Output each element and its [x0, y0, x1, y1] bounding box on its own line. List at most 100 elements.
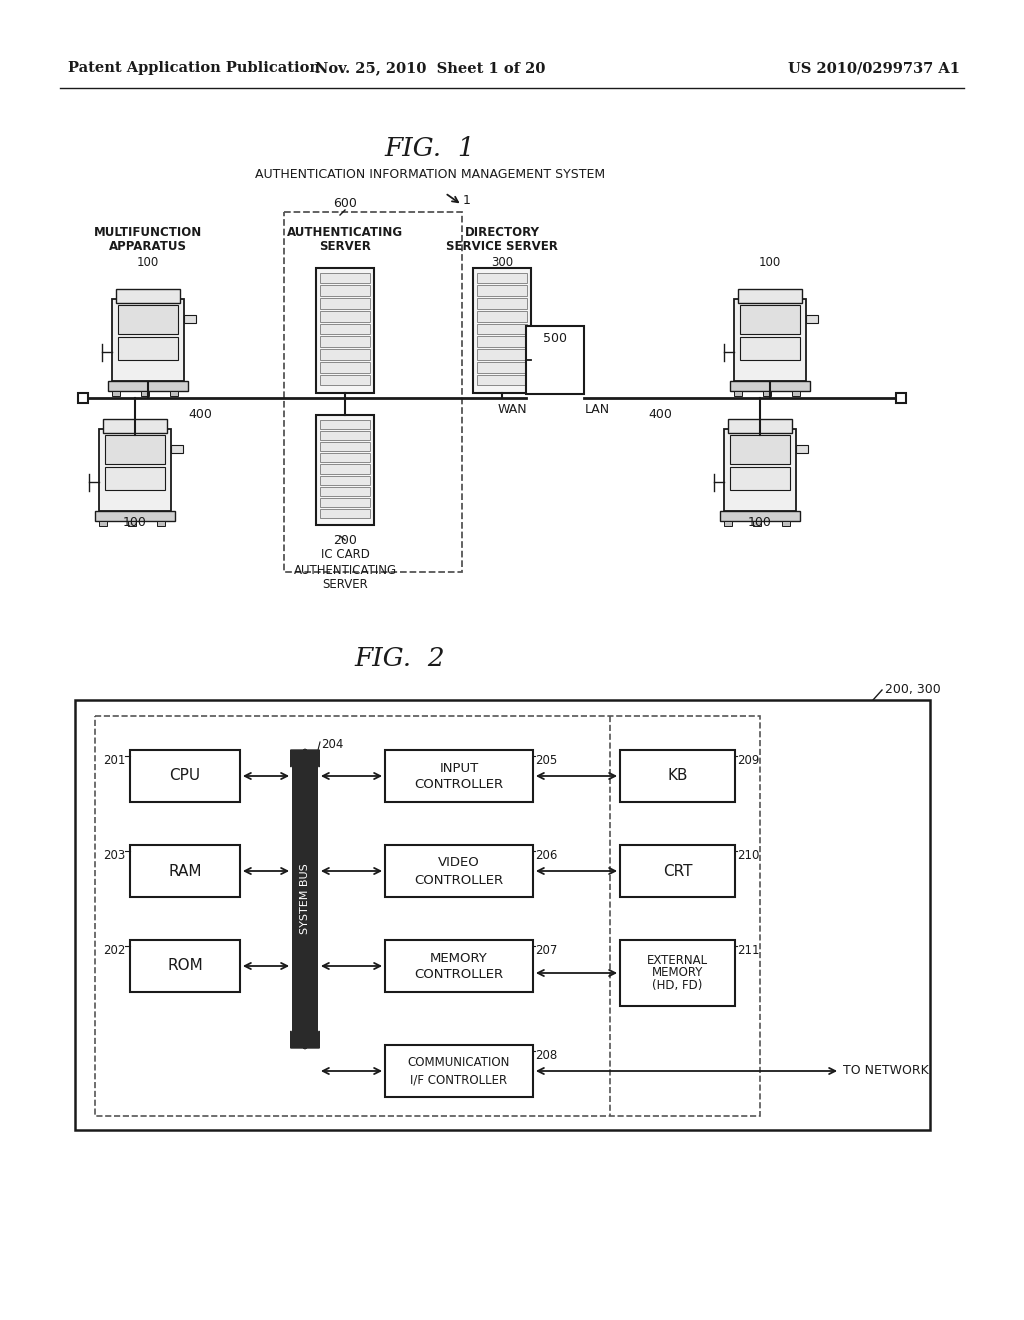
Text: SERVER: SERVER — [319, 240, 371, 253]
Bar — [319, 310, 370, 322]
Bar — [108, 381, 188, 391]
Bar — [728, 418, 792, 433]
Bar — [753, 521, 761, 525]
Bar — [526, 326, 584, 393]
Text: Patent Application Publication: Patent Application Publication — [68, 61, 319, 75]
Text: 209: 209 — [737, 754, 760, 767]
Text: VIDEO: VIDEO — [438, 857, 480, 870]
Bar — [796, 445, 808, 453]
Bar — [477, 310, 527, 322]
Bar — [319, 323, 370, 334]
Text: FIG.  2: FIG. 2 — [354, 645, 445, 671]
Bar — [806, 315, 818, 323]
Text: 100: 100 — [749, 516, 772, 528]
Bar — [319, 465, 370, 474]
Bar — [792, 391, 800, 396]
Bar — [730, 436, 790, 463]
Text: 200, 300: 200, 300 — [885, 684, 941, 697]
Bar — [78, 393, 88, 403]
Bar — [896, 393, 906, 403]
Bar — [620, 750, 735, 803]
Bar — [184, 315, 196, 323]
Bar — [319, 375, 370, 385]
Text: 211: 211 — [737, 944, 760, 957]
Text: KB: KB — [668, 768, 688, 784]
Text: 203: 203 — [102, 849, 125, 862]
Text: 600: 600 — [333, 197, 357, 210]
Bar — [734, 391, 742, 396]
Text: 100: 100 — [759, 256, 781, 268]
Bar — [477, 272, 527, 284]
Bar — [130, 845, 240, 898]
Bar — [477, 362, 527, 372]
Text: 207: 207 — [535, 944, 557, 957]
Bar — [385, 940, 534, 993]
Bar — [477, 298, 527, 309]
Text: FIG.  1: FIG. 1 — [385, 136, 475, 161]
Bar — [319, 475, 370, 484]
Text: 204: 204 — [321, 738, 343, 751]
Bar — [319, 420, 370, 429]
Bar — [473, 268, 531, 392]
Bar — [105, 467, 165, 490]
Bar — [720, 511, 800, 521]
Bar — [316, 268, 374, 392]
Bar — [385, 750, 534, 803]
Text: SYSTEM BUS: SYSTEM BUS — [300, 863, 310, 935]
Text: CONTROLLER: CONTROLLER — [415, 779, 504, 792]
Bar — [730, 381, 810, 391]
Bar — [740, 305, 800, 334]
Text: 100: 100 — [123, 516, 146, 528]
Text: 400: 400 — [188, 408, 212, 421]
Bar — [118, 305, 178, 334]
Text: 205: 205 — [535, 754, 557, 767]
Bar — [477, 285, 527, 296]
Bar — [385, 845, 534, 898]
Bar — [385, 1045, 534, 1097]
Text: 1: 1 — [463, 194, 471, 206]
FancyArrow shape — [291, 1031, 319, 1049]
Text: CRT: CRT — [663, 863, 692, 879]
Text: DIRECTORY: DIRECTORY — [465, 226, 540, 239]
Text: IC CARD: IC CARD — [321, 549, 370, 561]
Bar — [130, 940, 240, 993]
Bar — [170, 391, 177, 396]
Bar — [734, 300, 806, 381]
Bar — [319, 510, 370, 517]
Bar — [316, 414, 374, 525]
Bar — [477, 375, 527, 385]
Bar — [740, 337, 800, 359]
Text: WAN: WAN — [498, 403, 527, 416]
Bar — [130, 750, 240, 803]
Bar — [477, 323, 527, 334]
Bar — [319, 453, 370, 462]
Bar — [724, 521, 732, 525]
Bar — [112, 300, 184, 381]
Bar — [781, 521, 790, 525]
Bar — [99, 521, 106, 525]
Bar — [738, 289, 802, 304]
Text: ROM: ROM — [167, 958, 203, 974]
Text: CONTROLLER: CONTROLLER — [415, 969, 504, 982]
Text: 210: 210 — [737, 849, 760, 862]
Text: Nov. 25, 2010  Sheet 1 of 20: Nov. 25, 2010 Sheet 1 of 20 — [314, 61, 545, 75]
Text: (HD, FD): (HD, FD) — [652, 979, 702, 993]
Text: SERVER: SERVER — [323, 578, 368, 591]
Text: CONTROLLER: CONTROLLER — [415, 874, 504, 887]
Bar — [75, 700, 930, 1130]
Text: 100: 100 — [137, 256, 159, 268]
Text: CPU: CPU — [169, 768, 201, 784]
Bar — [620, 940, 735, 1006]
Bar — [99, 429, 171, 511]
FancyArrow shape — [291, 748, 319, 767]
Text: 201: 201 — [102, 754, 125, 767]
Text: SERVICE SERVER: SERVICE SERVER — [446, 240, 558, 253]
Bar — [319, 272, 370, 284]
Bar — [730, 467, 790, 490]
Bar — [105, 436, 165, 463]
Bar — [103, 418, 167, 433]
Text: COMMUNICATION: COMMUNICATION — [408, 1056, 510, 1069]
Bar — [292, 750, 318, 1048]
Bar — [319, 285, 370, 296]
Text: US 2010/0299737 A1: US 2010/0299737 A1 — [788, 61, 961, 75]
